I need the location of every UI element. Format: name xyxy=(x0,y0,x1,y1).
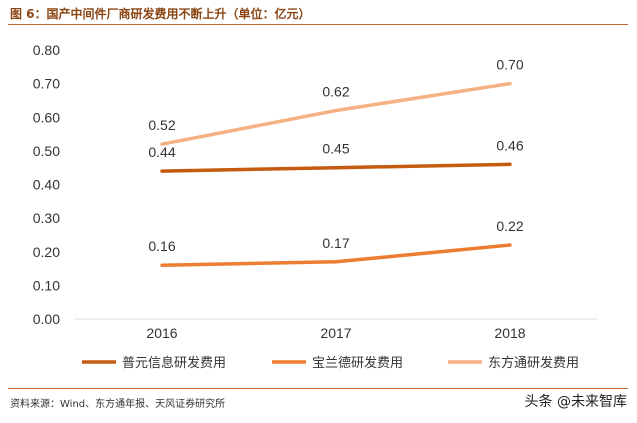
series-line-3 xyxy=(160,81,512,146)
series-line-1 xyxy=(160,162,512,173)
legend-label: 普元信息研发费用 xyxy=(122,355,226,371)
data-label: 0.17 xyxy=(322,235,349,251)
y-tick-label: 0.00 xyxy=(33,311,60,327)
y-tick-label: 0.80 xyxy=(33,42,60,58)
footer-rule xyxy=(8,388,628,389)
data-label: 0.70 xyxy=(496,57,523,73)
x-tick-label: 2016 xyxy=(146,325,177,341)
legend-label: 东方通研发费用 xyxy=(488,355,579,371)
x-tick-label: 2017 xyxy=(320,325,351,341)
y-tick-label: 0.40 xyxy=(33,177,60,193)
data-label: 0.62 xyxy=(322,84,349,100)
data-label: 0.46 xyxy=(496,137,523,153)
data-label: 0.22 xyxy=(496,218,523,234)
source-note: 资料来源：Wind、东方通年报、天风证券研究所 xyxy=(10,399,226,410)
y-tick-label: 0.70 xyxy=(33,76,60,92)
x-tick-label: 2018 xyxy=(494,325,525,341)
y-tick-label: 0.10 xyxy=(33,277,60,293)
y-tick-label: 0.30 xyxy=(33,210,60,226)
data-label: 0.44 xyxy=(148,144,175,160)
data-label: 0.45 xyxy=(322,141,349,157)
figure-title: 图 6：国产中间件厂商研发费用不断上升（单位：亿元） xyxy=(10,7,311,21)
watermark: 头条 @未来智库 xyxy=(520,390,631,412)
y-tick-label: 0.60 xyxy=(33,109,60,125)
series-line-2 xyxy=(160,243,512,267)
title-rule xyxy=(8,24,628,25)
legend-label: 宝兰德研发费用 xyxy=(312,355,403,371)
data-label: 0.52 xyxy=(148,117,175,133)
y-tick-label: 0.50 xyxy=(33,143,60,159)
data-label: 0.16 xyxy=(148,238,175,254)
y-tick-label: 0.20 xyxy=(33,244,60,260)
